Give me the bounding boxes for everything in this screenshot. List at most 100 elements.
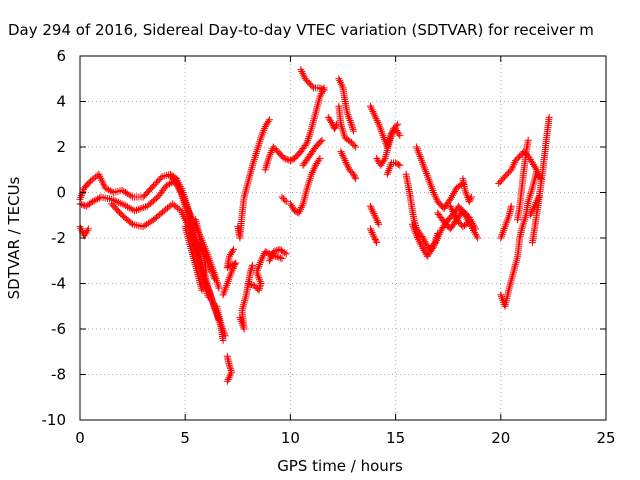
data-point [106, 187, 114, 195]
x-tick-label: 10 [281, 429, 300, 447]
data-point [373, 217, 381, 225]
data-point [133, 206, 140, 214]
data-point [375, 120, 383, 128]
data-point [219, 336, 227, 344]
data-point [249, 261, 256, 269]
data-point [337, 148, 345, 156]
data-point [447, 204, 455, 212]
data-point [446, 202, 454, 210]
data-point [416, 239, 424, 247]
data-point [305, 133, 313, 141]
data-point [247, 266, 255, 274]
data-point [116, 199, 124, 207]
y-tick-label: -10 [42, 411, 67, 429]
data-point [533, 166, 541, 174]
data-point [430, 189, 437, 196]
data-point [340, 155, 348, 163]
data-point [344, 162, 352, 170]
x-tick-label: 25 [596, 429, 615, 447]
data-point [368, 206, 376, 214]
data-point [530, 204, 538, 212]
data-point [339, 151, 347, 159]
data-point [380, 156, 388, 164]
data-point [367, 104, 375, 112]
y-tick-label: 0 [56, 184, 66, 202]
data-point [270, 248, 278, 256]
data-point [265, 116, 273, 124]
data-point [465, 218, 473, 226]
data-point [127, 192, 135, 200]
data-point [255, 286, 263, 294]
data-point [518, 225, 526, 233]
data-point [366, 225, 374, 233]
data-point [367, 227, 375, 235]
data-point [508, 164, 516, 172]
data-point [224, 376, 232, 383]
data-point [316, 154, 324, 162]
data-point [371, 113, 379, 121]
data-point [331, 123, 339, 131]
data-point [226, 372, 234, 380]
data-point [370, 109, 378, 117]
data-point [395, 130, 403, 138]
data-point [198, 286, 206, 294]
data-point [215, 284, 223, 292]
data-point [352, 143, 360, 151]
data-point [124, 203, 131, 211]
data-point [396, 161, 404, 169]
data-point [372, 115, 380, 123]
data-point [413, 232, 421, 240]
data-point [225, 263, 233, 271]
data-point [152, 179, 160, 187]
data-point [78, 200, 86, 208]
data-point [319, 85, 327, 93]
data-point [92, 196, 100, 204]
data-point [281, 196, 289, 204]
data-point [366, 102, 374, 110]
data-point [260, 251, 267, 259]
data-point [228, 368, 235, 376]
data-point [266, 150, 274, 158]
data-point [90, 197, 98, 205]
data-point [131, 207, 139, 215]
axes: 0 5 10 15 20 25 -10 -8 -6 -4 -2 0 2 4 6 [42, 47, 616, 447]
data-point [223, 377, 231, 385]
data-point [103, 185, 111, 193]
data-point [275, 253, 283, 261]
data-point [339, 126, 347, 134]
data-point [140, 204, 148, 211]
data-point [248, 281, 255, 289]
x-tick-label: 15 [386, 429, 405, 447]
data-point [371, 236, 379, 243]
x-tick-label: 20 [491, 429, 510, 447]
data-point [127, 219, 135, 227]
data-point [367, 204, 375, 212]
data-point [276, 254, 284, 262]
y-tick-label: 4 [56, 93, 66, 111]
data-point [282, 250, 290, 258]
data-point [308, 169, 316, 176]
data-point [369, 108, 377, 115]
data-point [532, 199, 540, 206]
data-point [101, 184, 109, 192]
x-tick-label: 5 [180, 429, 190, 447]
x-tick-label: 0 [75, 429, 85, 447]
data-point [414, 235, 422, 243]
data-point [527, 209, 535, 217]
data-point [532, 164, 539, 172]
data-point [394, 160, 402, 168]
data-point [297, 204, 305, 211]
data-point [230, 245, 238, 253]
data-point [127, 205, 135, 213]
data-point [373, 239, 381, 247]
data-point [111, 197, 119, 205]
data-point [337, 80, 345, 88]
data-point [315, 156, 323, 164]
data-point [448, 206, 456, 214]
data-point [465, 198, 473, 206]
y-tick-label: -4 [51, 275, 66, 293]
data-point [428, 245, 436, 253]
data-point [545, 113, 553, 121]
data-point [221, 332, 229, 340]
data-point [505, 213, 512, 221]
